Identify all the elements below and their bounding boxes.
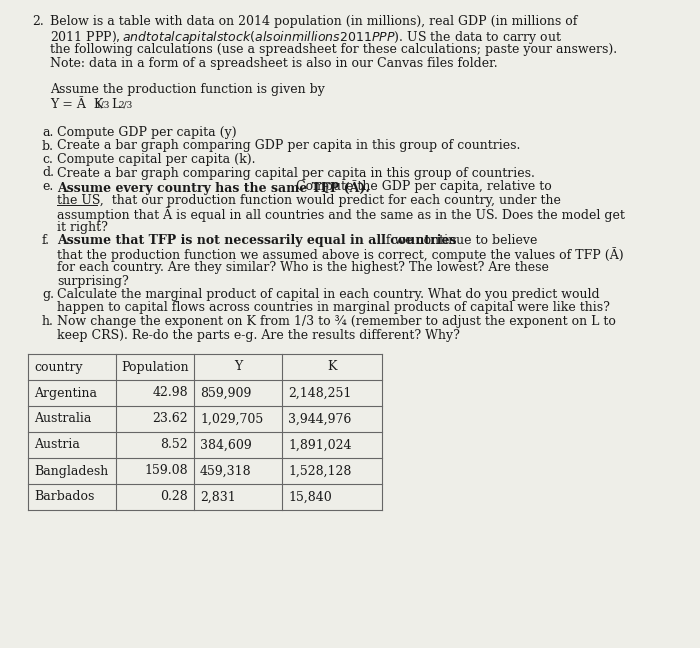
Text: assumption that Ā is equal in all countries and the same as in the US. Does the : assumption that Ā is equal in all countr… [57, 207, 625, 222]
Text: f.: f. [42, 234, 50, 247]
Text: Assume every country has the same TFP (Ā).: Assume every country has the same TFP (Ā… [57, 180, 374, 195]
Text: Compute capital per capita (k).: Compute capital per capita (k). [57, 153, 256, 166]
Text: Note: data in a form of a spreadsheet is also in our Canvas files folder.: Note: data in a form of a spreadsheet is… [50, 57, 498, 70]
Text: 1,029,705: 1,029,705 [200, 413, 263, 426]
Text: the US,  that our production function would predict for each country, under the: the US, that our production function wou… [57, 194, 561, 207]
Text: that the production function we assumed above is correct, compute the values of : that the production function we assumed … [57, 248, 624, 262]
Text: it right?: it right? [57, 220, 108, 233]
Text: 1,891,024: 1,891,024 [288, 439, 351, 452]
Text: Y: Y [234, 360, 242, 373]
Text: L: L [111, 98, 119, 111]
Text: Population: Population [121, 360, 189, 373]
Text: Bangladesh: Bangladesh [34, 465, 108, 478]
Text: K: K [328, 360, 337, 373]
Text: Compute the GDP per capita, relative to: Compute the GDP per capita, relative to [295, 180, 552, 193]
Text: Assume that TFP is not necessarily equal in all countries: Assume that TFP is not necessarily equal… [57, 234, 456, 247]
Text: surprising?: surprising? [57, 275, 129, 288]
Text: 23.62: 23.62 [153, 413, 188, 426]
Text: d.: d. [42, 167, 54, 179]
Text: b.: b. [42, 139, 54, 152]
Text: for each country. Are they similar? Who is the highest? The lowest? Are these: for each country. Are they similar? Who … [57, 261, 549, 274]
Text: Create a bar graph comparing GDP per capita in this group of countries.: Create a bar graph comparing GDP per cap… [57, 139, 520, 152]
Text: 384,609: 384,609 [200, 439, 252, 452]
Text: happen to capital flows across countries in marginal products of capital were li: happen to capital flows across countries… [57, 301, 610, 314]
Text: g.: g. [42, 288, 54, 301]
Text: 2.: 2. [32, 15, 43, 28]
Text: Now change the exponent on K from 1/3 to ¾ (remember to adjust the exponent on L: Now change the exponent on K from 1/3 to… [57, 315, 616, 328]
Text: keep CRS). Re-do the parts e-g. Are the results different? Why?: keep CRS). Re-do the parts e-g. Are the … [57, 329, 460, 341]
Text: c.: c. [42, 153, 53, 166]
Text: Argentina: Argentina [34, 386, 97, 400]
Text: Create a bar graph comparing capital per capita in this group of countries.: Create a bar graph comparing capital per… [57, 167, 535, 179]
Text: 0.28: 0.28 [160, 491, 188, 503]
Text: 859,909: 859,909 [200, 386, 251, 400]
Text: 2,831: 2,831 [200, 491, 236, 503]
Text: 42.98: 42.98 [153, 386, 188, 400]
Text: 2,148,251: 2,148,251 [288, 386, 351, 400]
Text: Compute GDP per capita (y): Compute GDP per capita (y) [57, 126, 237, 139]
Text: a.: a. [42, 126, 53, 139]
Text: 1/3: 1/3 [96, 100, 111, 109]
Text: Assume the production function is given by: Assume the production function is given … [50, 83, 325, 96]
Text: 1,528,128: 1,528,128 [288, 465, 351, 478]
Text: 8.52: 8.52 [160, 439, 188, 452]
Text: 2/3: 2/3 [118, 100, 132, 109]
Text: Below is a table with data on 2014 population (in millions), real GDP (in millio: Below is a table with data on 2014 popul… [50, 15, 578, 28]
Text: Australia: Australia [34, 413, 92, 426]
Text: the following calculations (use a spreadsheet for these calculations; paste your: the following calculations (use a spread… [50, 43, 617, 56]
Text: 159.08: 159.08 [144, 465, 188, 478]
Text: Barbados: Barbados [34, 491, 94, 503]
Text: 15,840: 15,840 [288, 491, 332, 503]
Text: 3,944,976: 3,944,976 [288, 413, 351, 426]
Text: h.: h. [42, 315, 54, 328]
Text: country: country [34, 360, 83, 373]
Text: 2011 PPP$), and total capital stock (also in millions 2011 PPP$). US the data to: 2011 PPP$), and total capital stock (als… [50, 29, 562, 46]
Text: . If we continue to believe: . If we continue to believe [373, 234, 538, 247]
Text: Calculate the marginal product of capital in each country. What do you predict w: Calculate the marginal product of capita… [57, 288, 600, 301]
Text: Austria: Austria [34, 439, 80, 452]
Text: e.: e. [42, 180, 53, 193]
Text: Y = Ā  K: Y = Ā K [50, 98, 104, 111]
Text: 459,318: 459,318 [200, 465, 251, 478]
